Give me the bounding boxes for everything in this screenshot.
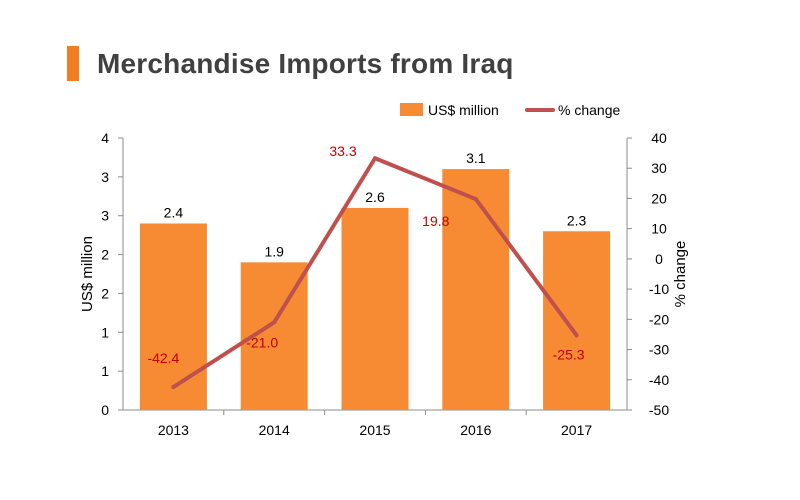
bar-value-label: 3.1 bbox=[466, 150, 486, 166]
bar-value-label: 2.6 bbox=[365, 189, 385, 205]
bar bbox=[442, 169, 510, 410]
bar bbox=[341, 207, 409, 410]
legend-swatch-bar bbox=[400, 103, 423, 116]
y-tick-label: 3 bbox=[101, 208, 109, 224]
line-point bbox=[473, 197, 478, 202]
y-tick-label: 2 bbox=[101, 285, 109, 301]
data-labels: 2.4 1.9 2.6 3.1 2.3 -42.4 -21.0 33.3 19.8 -25.3 bbox=[147, 143, 586, 366]
bar-series bbox=[139, 169, 611, 410]
legend-label-line: % change bbox=[558, 102, 620, 118]
y-tick-label: 1 bbox=[101, 363, 109, 379]
bar-value-label: 1.9 bbox=[264, 243, 284, 259]
y-axis-title: US$ million bbox=[79, 236, 96, 312]
y2-tick-label: -40 bbox=[649, 372, 669, 388]
x-tick-label: 2014 bbox=[259, 422, 290, 438]
line-point bbox=[574, 333, 579, 338]
legend-label-bar: US$ million bbox=[428, 102, 499, 118]
line-point bbox=[373, 156, 377, 161]
y-tick-label: 3 bbox=[101, 169, 109, 185]
line-value-label: -21.0 bbox=[246, 334, 278, 350]
bar bbox=[139, 223, 207, 410]
y2-tick-label: 10 bbox=[651, 221, 667, 237]
y2-tick-label: -50 bbox=[649, 402, 669, 418]
x-tick-label: 2013 bbox=[158, 422, 189, 438]
x-tick-label: 2015 bbox=[359, 422, 390, 438]
y2-tick-label: 30 bbox=[651, 160, 667, 176]
line-value-label: -25.3 bbox=[553, 346, 585, 362]
line-series bbox=[171, 156, 579, 390]
bar-value-label: 2.4 bbox=[164, 204, 184, 220]
y2-tick-label: -20 bbox=[649, 311, 669, 327]
line-value-label: 33.3 bbox=[329, 143, 356, 159]
line-value-label: -42.4 bbox=[147, 350, 179, 366]
line-point bbox=[171, 385, 176, 390]
chart-axes: 0 1 1 2 2 3 3 4 -50 -40 -30 -20 -10 0 10 20 30 40 2013 2014… bbox=[79, 130, 689, 438]
y-tick-label: 0 bbox=[101, 402, 109, 418]
line-point bbox=[272, 320, 277, 325]
x-tick-label: 2016 bbox=[460, 422, 491, 438]
x-tick-label: 2017 bbox=[561, 422, 592, 438]
y-tick-label: 1 bbox=[101, 324, 109, 340]
legend: US$ million % change bbox=[400, 102, 620, 118]
line-value-label: 19.8 bbox=[422, 213, 449, 229]
y-tick-label: 2 bbox=[101, 247, 109, 263]
y2-tick-label: 40 bbox=[651, 130, 667, 146]
bar-value-label: 2.3 bbox=[567, 212, 587, 228]
title-accent-bar bbox=[67, 46, 79, 81]
y2-tick-label: -30 bbox=[649, 342, 669, 358]
y-tick-label: 4 bbox=[101, 130, 109, 146]
y2-tick-label: -10 bbox=[649, 281, 669, 297]
page-title: Merchandise Imports from Iraq bbox=[97, 48, 514, 79]
y2-tick-label: 0 bbox=[655, 251, 663, 267]
y2-axis-title: % change bbox=[672, 241, 689, 308]
y2-tick-label: 20 bbox=[651, 190, 667, 206]
bar bbox=[543, 231, 611, 410]
